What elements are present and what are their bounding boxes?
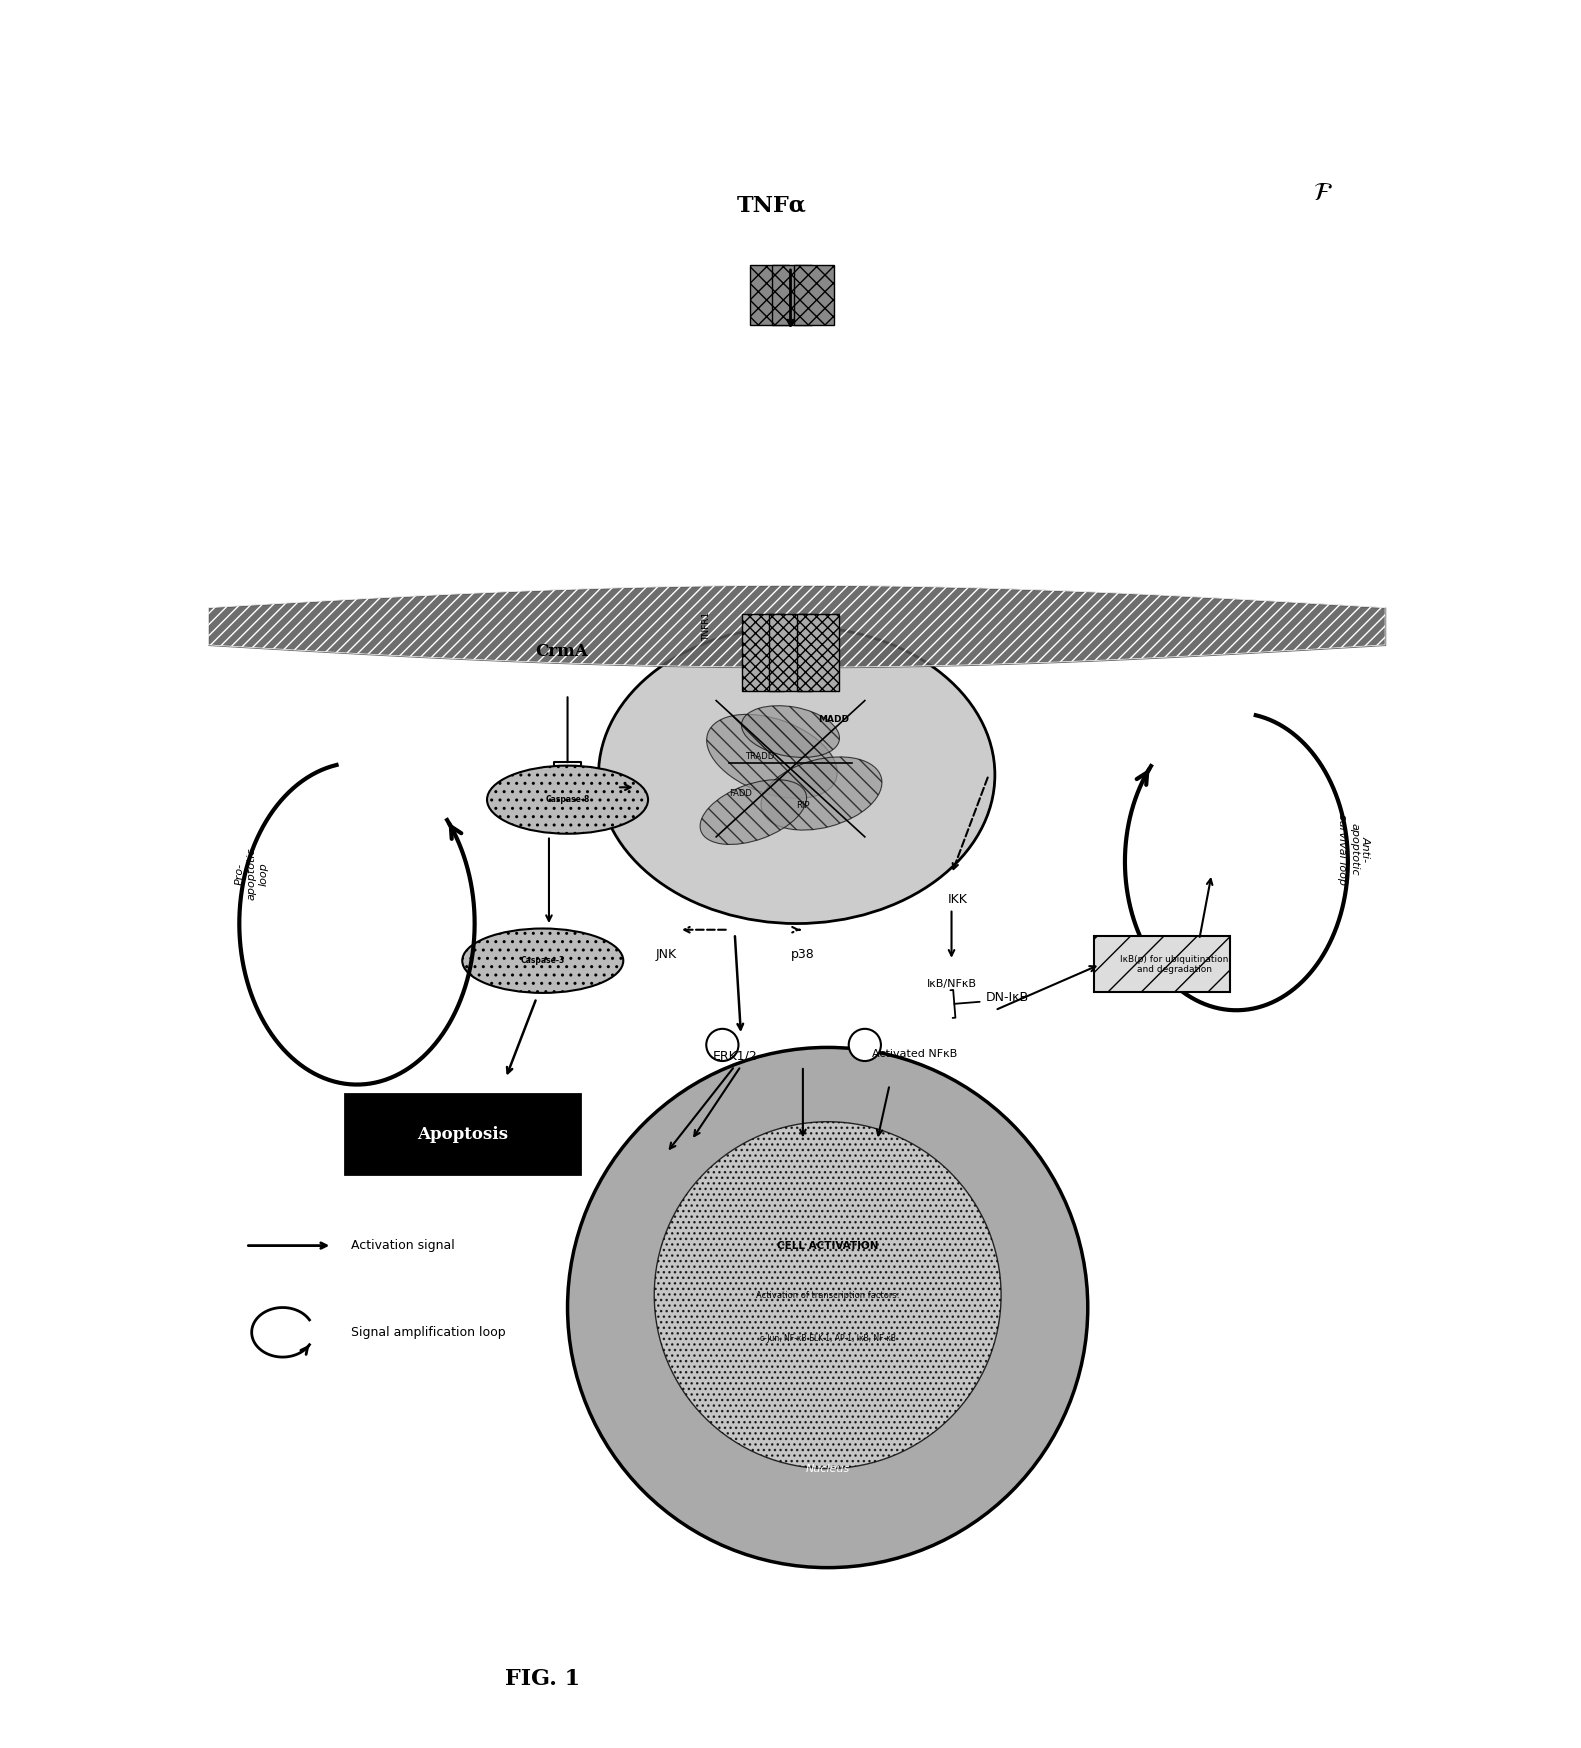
FancyBboxPatch shape — [749, 264, 789, 325]
Text: CELL ACTIVATION: CELL ACTIVATION — [776, 1241, 879, 1250]
Text: RIP: RIP — [797, 801, 809, 811]
Text: Signal amplification loop: Signal amplification loop — [351, 1325, 506, 1339]
Text: ERK1/2: ERK1/2 — [713, 1051, 757, 1063]
FancyBboxPatch shape — [770, 614, 811, 690]
Ellipse shape — [599, 626, 994, 923]
Text: FIG. 1: FIG. 1 — [506, 1668, 580, 1690]
Circle shape — [707, 1030, 738, 1061]
Text: Activation of transcription factors:: Activation of transcription factors: — [756, 1290, 900, 1301]
Ellipse shape — [462, 928, 623, 993]
FancyBboxPatch shape — [1094, 935, 1230, 991]
Text: FADD: FADD — [729, 788, 753, 799]
Text: Pro-
apoptotic
loop: Pro- apoptotic loop — [236, 848, 269, 900]
Text: Anti-
apoptotic
survival loop: Anti- apoptotic survival loop — [1338, 815, 1371, 884]
FancyBboxPatch shape — [794, 264, 833, 325]
Ellipse shape — [741, 706, 840, 757]
Text: p38: p38 — [790, 949, 814, 961]
Circle shape — [655, 1122, 1001, 1468]
Text: $\mathcal{F}$: $\mathcal{F}$ — [1314, 180, 1333, 205]
Circle shape — [849, 1030, 881, 1061]
Text: TRADD: TRADD — [745, 752, 775, 760]
Text: Apoptosis: Apoptosis — [417, 1126, 508, 1143]
Text: Activated NFκB: Activated NFκB — [871, 1049, 957, 1059]
Text: TNFα: TNFα — [737, 194, 806, 217]
Text: Activation signal: Activation signal — [351, 1239, 454, 1252]
Text: Caspase-8: Caspase-8 — [545, 795, 590, 804]
Ellipse shape — [487, 766, 648, 834]
Text: c-Jun, NF-κB-ELK-1, AP-1, IκB, NF-κB: c-Jun, NF-κB-ELK-1, AP-1, IκB, NF-κB — [760, 1334, 895, 1342]
Text: MADD: MADD — [819, 715, 849, 724]
Ellipse shape — [760, 757, 882, 830]
Text: Caspase-3: Caspase-3 — [520, 956, 564, 965]
Text: JNK: JNK — [656, 949, 677, 961]
Text: IKK: IKK — [947, 893, 968, 905]
FancyBboxPatch shape — [772, 264, 811, 325]
FancyBboxPatch shape — [741, 614, 784, 690]
Text: TNFR1: TNFR1 — [702, 612, 711, 642]
FancyBboxPatch shape — [345, 1094, 580, 1175]
Ellipse shape — [707, 715, 838, 799]
Ellipse shape — [700, 780, 806, 844]
Text: IκB(p) for ubiquitination
and degradation: IκB(p) for ubiquitination and degradatio… — [1121, 954, 1228, 974]
Text: IκB/NFκB: IκB/NFκB — [926, 979, 977, 989]
Text: CrmA: CrmA — [534, 643, 588, 659]
Circle shape — [568, 1047, 1088, 1568]
Text: DN-IκB: DN-IκB — [985, 991, 1029, 1005]
FancyBboxPatch shape — [797, 614, 840, 690]
Text: Nucleus: Nucleus — [806, 1463, 849, 1474]
